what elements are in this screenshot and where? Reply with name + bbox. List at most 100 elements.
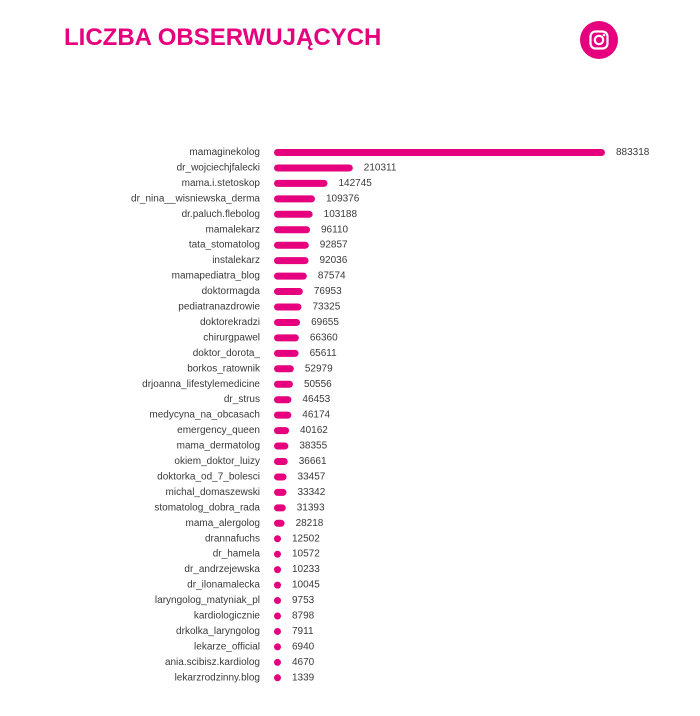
category-label: kardiologicznie [194, 611, 261, 622]
bar [274, 581, 281, 589]
bar-row: mama_alergolog 28218 [186, 518, 324, 529]
value-label: 109376 [326, 193, 360, 204]
category-label: mamapediatra_blog [172, 271, 260, 282]
bar-row: drjoanna_lifestylemedicine 50556 [142, 379, 332, 390]
value-label: 33457 [298, 471, 326, 482]
value-label: 210311 [364, 162, 397, 173]
category-label: mamalekarz [206, 224, 260, 235]
bar-row: okiem_doktor_luizy 36661 [174, 456, 327, 467]
value-label: 10045 [292, 580, 320, 591]
bar [274, 288, 303, 296]
value-label: 6940 [292, 641, 315, 652]
category-label: medycyna_na_obcasach [149, 410, 260, 421]
category-label: mamaginekolog [189, 147, 260, 158]
bar [274, 226, 311, 234]
value-label: 50556 [304, 379, 332, 390]
bar [274, 550, 281, 558]
category-label: chirurgpawel [203, 332, 260, 343]
value-label: 46453 [302, 394, 330, 405]
bar [274, 365, 294, 373]
bar-row: tata_stomatolog 92857 [189, 240, 348, 251]
value-label: 65611 [310, 348, 338, 359]
category-label: ania.scibisz.kardiolog [165, 657, 260, 668]
value-label: 92036 [319, 255, 347, 266]
bar-row: dr_andrzejewska 10233 [184, 564, 320, 575]
value-label: 4670 [292, 657, 315, 668]
value-label: 10572 [292, 549, 320, 560]
bar [274, 380, 293, 388]
value-label: 76953 [314, 286, 342, 297]
category-label: dr_andrzejewska [184, 564, 260, 575]
bar [274, 272, 307, 280]
bar [274, 442, 289, 450]
bar-row: doktorekradzi 69655 [200, 317, 339, 328]
bar [274, 597, 281, 605]
bar-row: dr_strus 46453 [224, 394, 331, 405]
bar [274, 195, 315, 203]
bar [274, 612, 281, 620]
bar-row: lekarze_official 6940 [194, 641, 315, 652]
bar-row: lekarzrodzinny.blog 1339 [175, 672, 315, 683]
bar [274, 627, 281, 635]
bar-row: dr_wojciechjfalecki 210311 [177, 162, 397, 173]
value-label: 12502 [292, 533, 320, 544]
category-label: pediatranazdrowie [178, 302, 260, 313]
bar-row: emergency_queen 40162 [177, 425, 328, 436]
bar-row: drannafuchs 12502 [205, 533, 320, 544]
value-label: 52979 [305, 363, 333, 374]
bar-row: dr.paluch.flebolog 103188 [182, 209, 358, 220]
category-label: stomatolog_dobra_rada [154, 502, 260, 513]
bar-row: stomatolog_dobra_rada 31393 [154, 502, 325, 513]
value-label: 87574 [318, 271, 346, 282]
bar [274, 349, 299, 357]
value-label: 96110 [321, 224, 349, 235]
category-label: doktorekradzi [200, 317, 260, 328]
bar [274, 566, 281, 574]
bar [274, 164, 353, 172]
category-label: mama_alergolog [186, 518, 261, 529]
category-label: drjoanna_lifestylemedicine [142, 379, 260, 390]
value-label: 8798 [292, 611, 315, 622]
instagram-icon [580, 21, 618, 59]
bar-row: michal_domaszewski 33342 [166, 487, 326, 498]
category-label: doktor_dorota_ [193, 348, 261, 359]
category-label: mama.i.stetoskop [182, 178, 261, 189]
bar [274, 149, 605, 156]
category-label: drkolka_laryngolog [176, 626, 260, 637]
value-label: 31393 [297, 502, 325, 513]
bar [274, 396, 292, 404]
value-label: 66360 [310, 332, 338, 343]
category-label: dr_wojciechjfalecki [177, 162, 260, 173]
bar-row: mamalekarz 96110 [206, 224, 349, 235]
bar-row: mama_dermatolog 38355 [177, 441, 328, 452]
category-label: doktorka_od_7_bolesci [157, 471, 260, 482]
category-label: doktormagda [202, 286, 261, 297]
bar-row: dr_hamela 10572 [213, 549, 321, 560]
bar-row: ania.scibisz.kardiolog 4670 [165, 657, 315, 668]
category-label: mama_dermatolog [177, 441, 260, 452]
bar-row: medycyna_na_obcasach 46174 [149, 410, 330, 421]
category-label: dr_nina__wisniewska_derma [131, 193, 260, 204]
bar [274, 658, 281, 666]
bar [274, 427, 290, 435]
bar [274, 488, 287, 496]
bar [274, 519, 285, 527]
bar-row: doktor_dorota_ 65611 [193, 348, 337, 359]
value-label: 38355 [299, 441, 327, 452]
bar [274, 411, 292, 419]
value-label: 73325 [312, 302, 340, 313]
bar-row: dr_ilonamalecka 10045 [187, 580, 320, 591]
bar-row: instalekarz 92036 [212, 255, 348, 266]
bar [274, 473, 287, 481]
bar-row: mamapediatra_blog 87574 [172, 271, 346, 282]
bar-row: doktormagda 76953 [202, 286, 342, 297]
bar-row: drkolka_laryngolog 7911 [176, 626, 314, 637]
category-label: emergency_queen [177, 425, 260, 436]
bar [274, 179, 328, 187]
bar [274, 318, 301, 326]
category-label: tata_stomatolog [189, 240, 260, 251]
bar-row: chirurgpawel 66360 [203, 332, 338, 343]
bar-row: pediatranazdrowie 73325 [178, 302, 340, 313]
value-label: 92857 [320, 240, 348, 251]
